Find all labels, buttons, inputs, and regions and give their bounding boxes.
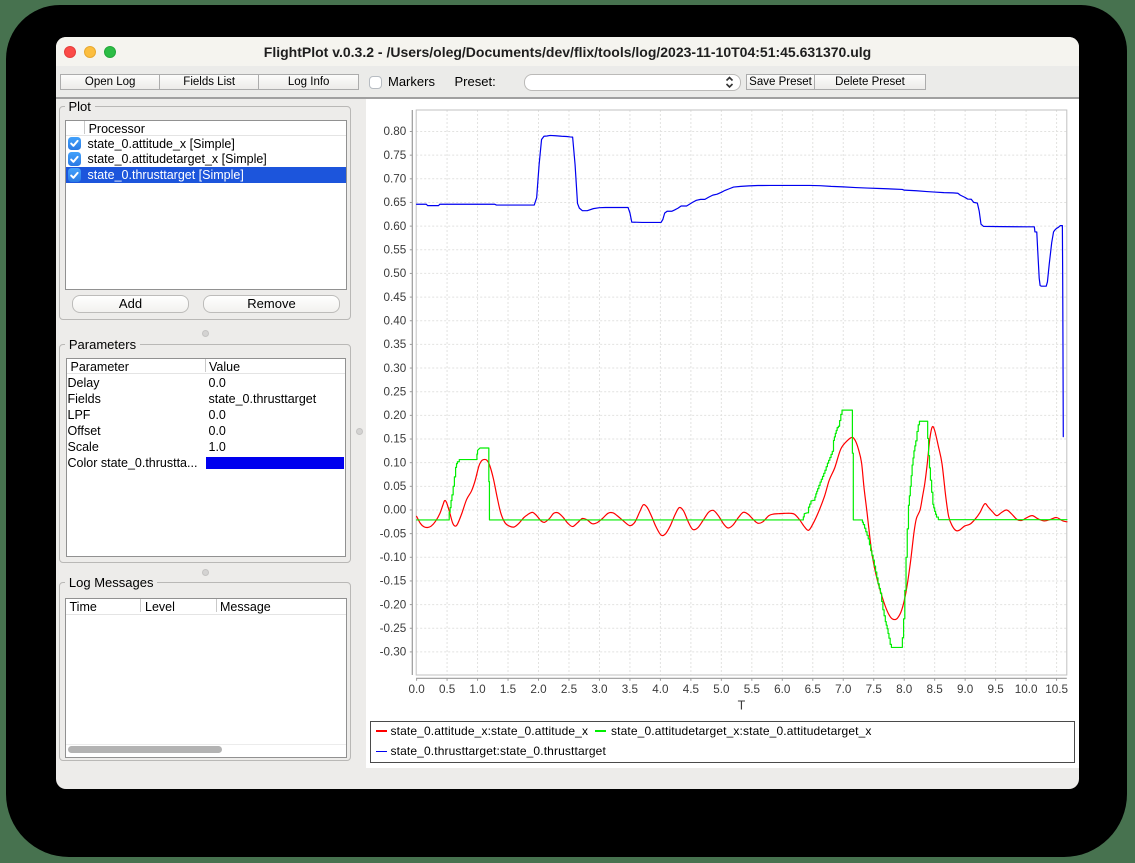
svg-text:3.0: 3.0: [591, 683, 608, 696]
svg-text:-0.15: -0.15: [380, 575, 407, 588]
svg-text:0.60: 0.60: [384, 220, 407, 233]
svg-text:0.35: 0.35: [384, 338, 407, 351]
svg-text:8.5: 8.5: [927, 683, 944, 696]
svg-text:0.10: 0.10: [384, 456, 407, 469]
svg-text:0.05: 0.05: [384, 480, 407, 493]
svg-text:0.45: 0.45: [384, 291, 407, 304]
svg-text:0.80: 0.80: [384, 125, 407, 138]
svg-text:2.0: 2.0: [530, 683, 547, 696]
svg-text:7.0: 7.0: [835, 683, 852, 696]
svg-text:5.0: 5.0: [713, 683, 730, 696]
svg-text:4.0: 4.0: [652, 683, 669, 696]
svg-text:0.70: 0.70: [384, 173, 407, 186]
svg-text:6.0: 6.0: [774, 683, 791, 696]
svg-text:0.30: 0.30: [384, 362, 407, 375]
svg-text:0.40: 0.40: [384, 314, 407, 327]
svg-text:7.5: 7.5: [866, 683, 883, 696]
svg-text:9.0: 9.0: [957, 683, 974, 696]
svg-text:0.00: 0.00: [384, 504, 407, 517]
svg-text:9.5: 9.5: [987, 683, 1004, 696]
svg-text:0.65: 0.65: [384, 196, 407, 209]
svg-text:1.5: 1.5: [500, 683, 517, 696]
svg-text:0.25: 0.25: [384, 385, 407, 398]
svg-text:0.55: 0.55: [384, 243, 407, 256]
svg-text:-0.25: -0.25: [380, 622, 407, 635]
svg-text:0.5: 0.5: [439, 683, 456, 696]
svg-text:T: T: [738, 699, 746, 713]
svg-text:-0.05: -0.05: [380, 527, 407, 540]
svg-text:10.0: 10.0: [1015, 683, 1038, 696]
svg-text:-0.30: -0.30: [380, 646, 407, 659]
svg-text:4.5: 4.5: [683, 683, 700, 696]
svg-text:2.5: 2.5: [561, 683, 578, 696]
svg-text:-0.10: -0.10: [380, 551, 407, 564]
svg-text:-0.20: -0.20: [380, 598, 407, 611]
svg-text:1.0: 1.0: [469, 683, 486, 696]
svg-text:8.0: 8.0: [896, 683, 913, 696]
svg-text:3.5: 3.5: [622, 683, 639, 696]
svg-text:5.5: 5.5: [744, 683, 761, 696]
svg-text:0.20: 0.20: [384, 409, 407, 422]
svg-text:0.75: 0.75: [384, 149, 407, 162]
svg-text:0.0: 0.0: [408, 683, 425, 696]
svg-text:0.15: 0.15: [384, 433, 407, 446]
svg-text:10.5: 10.5: [1045, 683, 1068, 696]
svg-text:6.5: 6.5: [805, 683, 822, 696]
svg-text:0.50: 0.50: [384, 267, 407, 280]
